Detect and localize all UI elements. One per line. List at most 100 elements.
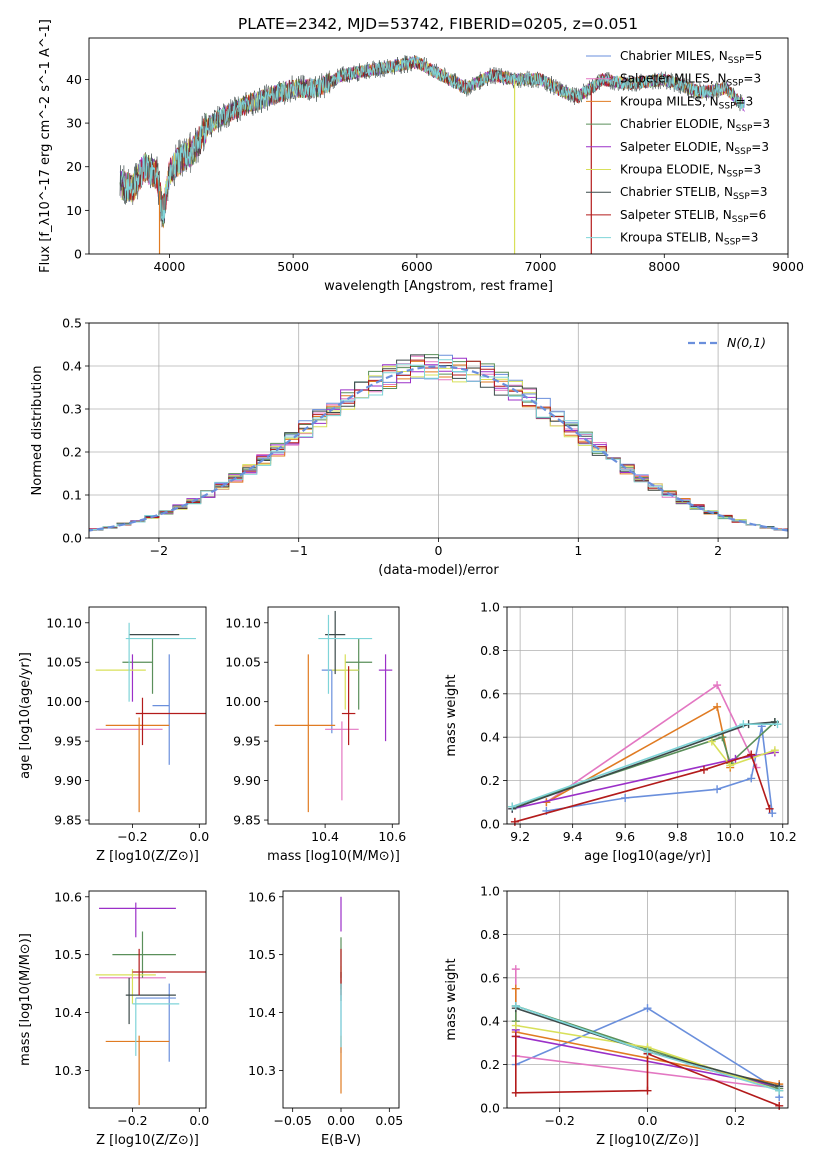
x-tick-label: 7000 [525,259,557,274]
y-tick-label: 9.95 [233,734,261,749]
x-tick-label: 0.00 [327,1113,355,1128]
axes-frame [88,890,207,1109]
plus-marker [773,720,782,729]
y-tick-label: 0.6 [480,970,500,985]
y-tick-label: 9.95 [54,734,82,749]
x-tick-label: 8000 [648,259,680,274]
x-axis-label: mass [log10(M/M⊙)] [267,849,400,864]
mass-weight-vs-z-panel: −0.2 0.0 0.2 0.0 0.2 0.4 0.6 0.8 1.0 Z [log10(Z/Z… [444,884,789,1148]
legend-value: =3 [750,185,768,199]
residual-histogram-panel: −2 −1 0 1 2 0.0 0.1 0.2 0.3 0.4 0.5 (data-model)/er… [30,316,789,578]
axes-frame [506,890,789,1109]
spectrum-line [121,55,745,224]
plus-marker [511,984,520,993]
plus-marker [510,817,519,826]
x-tick-label: 10.2 [769,829,797,844]
histogram-step [89,359,788,532]
y-tick-label: 10.3 [248,1063,276,1078]
y-axis-label: age [log10(age/yr)] [18,652,33,779]
y-tick-label: 0.3 [62,402,82,417]
x-tick-label: −2 [150,543,168,558]
x-tick-label: 10.6 [378,829,406,844]
y-tick-label: 10.00 [46,694,82,709]
plus-marker [511,1032,520,1041]
x-tick-label: 0.2 [725,1113,745,1128]
y-tick-label: 0.0 [62,531,82,546]
y-axis-label: Flux [f_λ10^-17 erg cm^-2 s^-1 A^-1] [38,19,53,273]
plus-marker [775,1086,784,1095]
plus-marker [643,1004,652,1013]
y-tick-label: 30 [66,116,82,131]
legend-entry: Chabrier ELODIE, NSSP=3 [620,117,770,134]
x-axis-label: Z [log10(Z/Z⊙)] [96,1133,199,1148]
y-tick-label: 0.4 [480,730,500,745]
y-tick-label: 10.5 [54,947,82,962]
plus-marker [747,750,756,759]
mass-vs-z-panel: −0.2 0.0 10.3 10.4 10.5 10.6 Z [log10(Z/Z⊙)] ma… [18,889,209,1148]
legend-subscript: SSP [727,170,744,180]
y-tick-label: 0.6 [480,686,500,701]
y-tick-label: 10.10 [46,615,82,630]
x-tick-label: 10.0 [716,829,744,844]
mass-weight-vs-age-panel: 9.2 9.4 9.6 9.8 10.0 10.2 0.0 0.2 0.4 0.6 0.8 1.0 ag… [444,600,797,865]
axes-frame [506,606,789,825]
y-tick-label: 10.05 [225,655,261,670]
mass-weight-line [546,726,773,814]
x-axis-label: Z [log10(Z/Z⊙)] [96,849,199,864]
plus-marker [511,965,520,974]
x-tick-label: 9.4 [563,829,583,844]
x-tick-label: 0.0 [638,1113,658,1128]
plus-marker [765,804,774,813]
legend-value: =5 [745,49,763,63]
axes-frame [88,37,789,255]
plus-marker [770,746,779,755]
legend-entry: N(0,1) [727,335,766,350]
legend-entry: Salpeter ELODIE, NSSP=3 [620,140,769,157]
x-axis-label: Z [log10(Z/Z⊙)] [596,1133,699,1148]
y-tick-label: 9.85 [54,813,82,828]
mass-weight-line [514,753,771,823]
plus-marker [726,761,735,770]
x-tick-label: −0.2 [545,1113,575,1128]
plus-marker [508,802,517,811]
age-vs-z-panel: −0.2 0.0 9.85 9.90 9.95 10.00 10.05 10.10 Z [log… [18,606,209,864]
x-axis-label: age [log10(age/yr)] [584,849,711,864]
legend-value: =3 [743,72,761,86]
legend-value: =3 [752,117,770,131]
y-axis-label: mass weight [444,674,459,756]
y-tick-label: 10.6 [248,889,276,904]
y-tick-label: 9.90 [233,773,261,788]
y-tick-label: 10 [66,203,82,218]
x-tick-label: 10.4 [311,829,339,844]
plus-marker [739,720,748,729]
x-tick-label: −0.2 [117,1113,147,1128]
x-tick-label: 9000 [772,259,804,274]
plus-marker [747,774,756,783]
x-tick-label: 0.0 [189,1113,209,1128]
legend-subscript: SSP [724,238,741,248]
plus-marker [621,793,630,802]
x-tick-label: 1 [574,543,582,558]
y-tick-label: 0.0 [480,817,500,832]
y-tick-label: 0 [74,247,82,262]
x-axis-label: wavelength [Angstrom, rest frame] [324,279,553,294]
plus-marker [511,1088,520,1097]
x-tick-label: 9.8 [668,829,688,844]
x-tick-label: 0 [435,543,443,558]
x-tick-label: 9.6 [615,829,635,844]
y-axis-label: mass weight [444,958,459,1040]
x-axis-label: (data-model)/error [378,563,499,578]
y-tick-label: 10.05 [46,655,82,670]
legend-entry: Salpeter STELIB, NSSP=6 [620,208,766,225]
y-tick-label: 40 [66,72,82,87]
legend-value: =3 [751,140,769,154]
x-tick-label: 5000 [277,259,309,274]
plus-marker [707,737,716,746]
y-tick-label: 1.0 [480,884,500,899]
y-tick-label: 0.2 [480,1057,500,1072]
axes-frame [267,606,400,825]
plus-marker [511,1021,520,1030]
x-tick-label: 0.0 [189,829,209,844]
plus-marker [713,702,722,711]
y-tick-label: 0.8 [480,927,500,942]
